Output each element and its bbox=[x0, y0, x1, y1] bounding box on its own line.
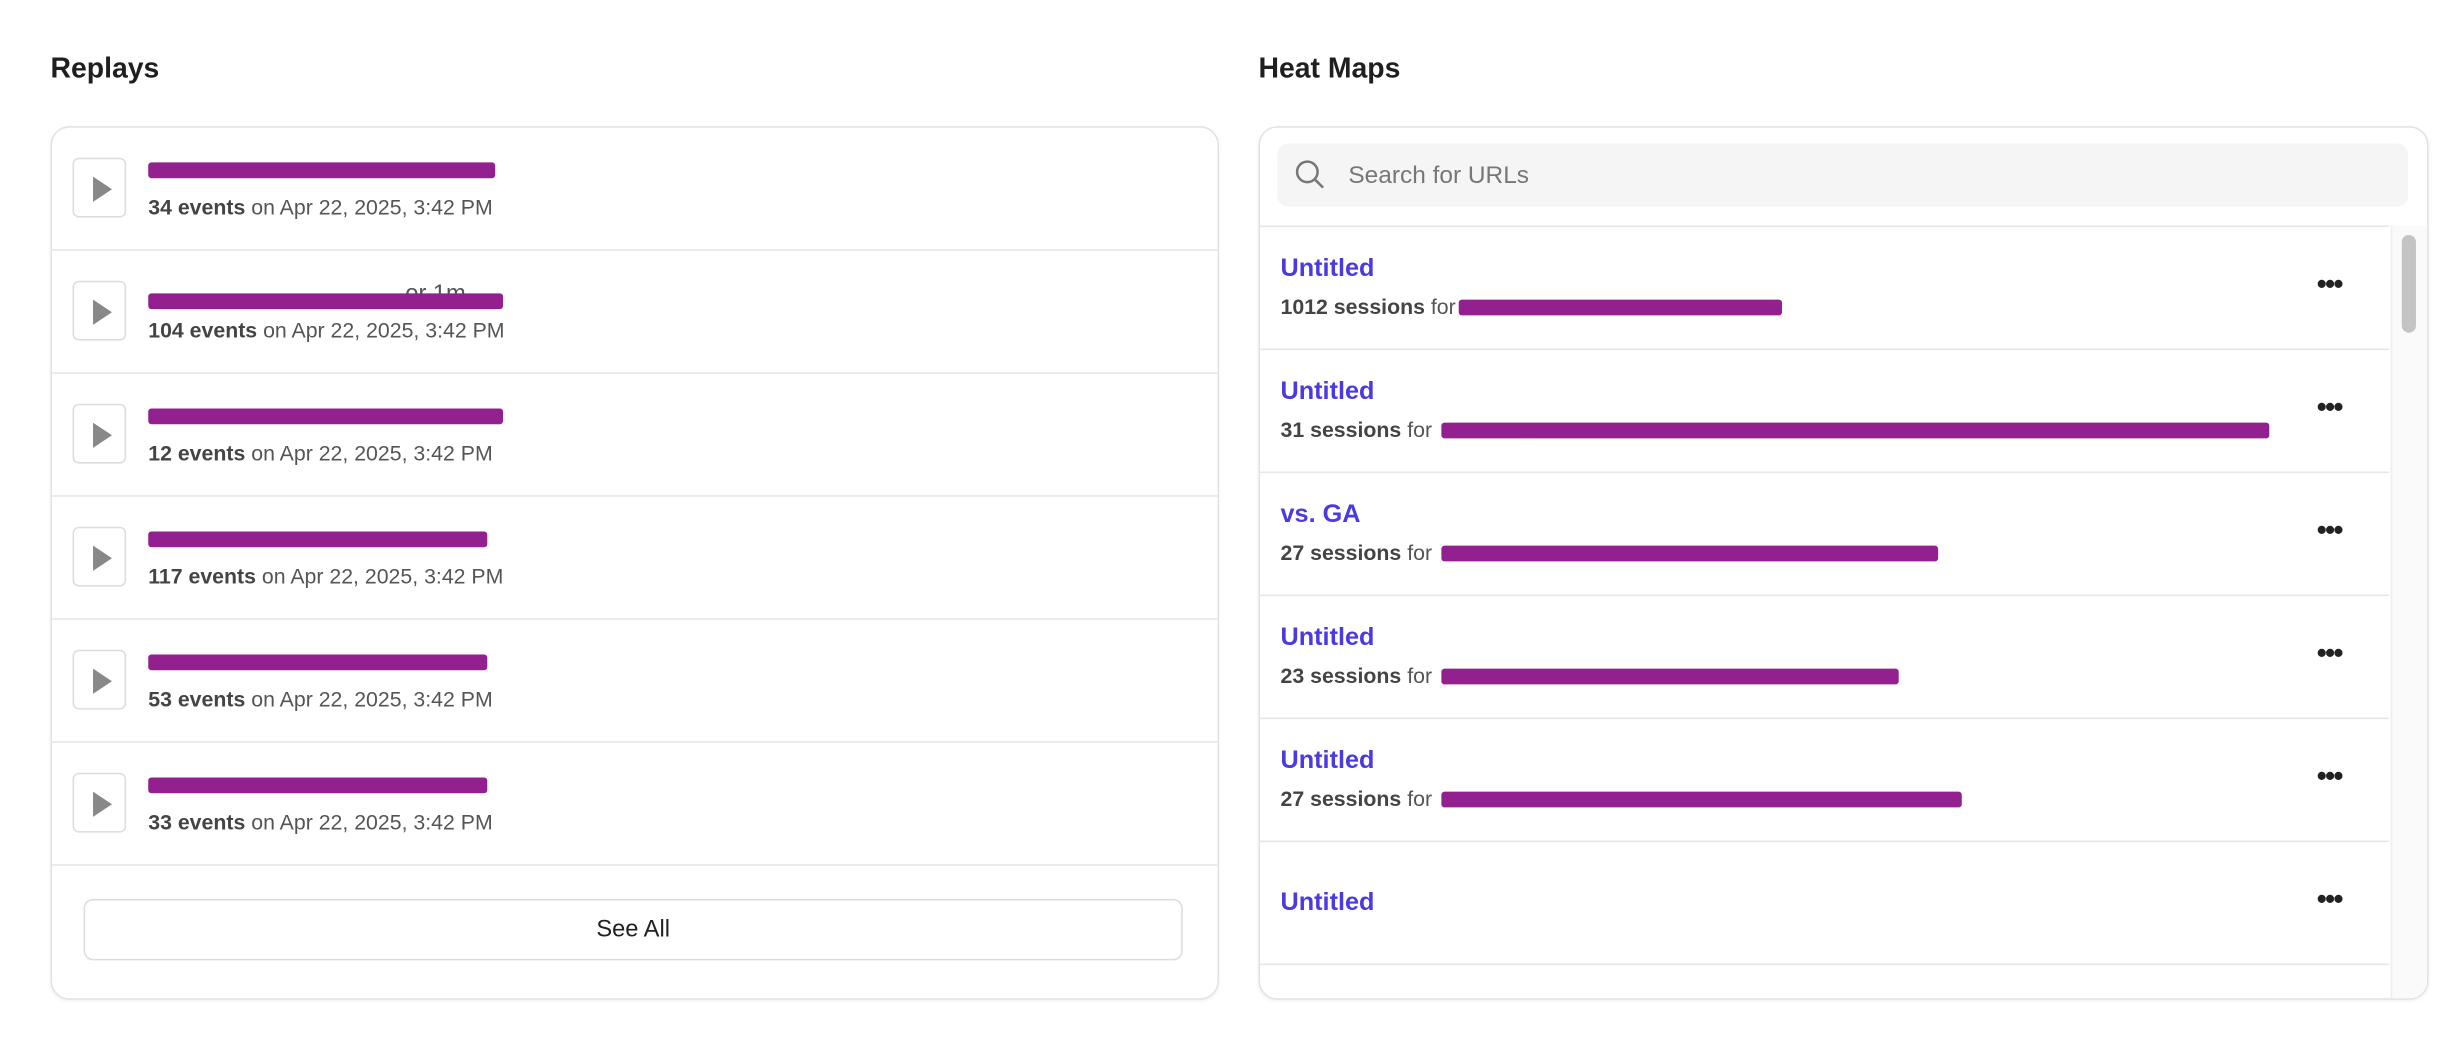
heatmap-title-link[interactable]: Untitled bbox=[1280, 378, 1375, 406]
more-options-icon[interactable]: ••• bbox=[2316, 514, 2344, 546]
heatmap-title-link[interactable]: Untitled bbox=[1280, 624, 1375, 652]
heatmap-row[interactable]: Untitled 27 sessions for ••• bbox=[1260, 719, 2390, 843]
heatmap-row[interactable]: Untitled 1012 sessions for ••• bbox=[1260, 227, 2390, 351]
heatmaps-title: Heat Maps bbox=[1258, 52, 1401, 84]
scrollbar-thumb[interactable] bbox=[2401, 234, 2416, 333]
replay-row[interactable]: or 1m 104 events on Apr 22, 2025, 3:42 P… bbox=[52, 251, 1218, 374]
redaction-mark bbox=[148, 293, 504, 310]
more-options-icon[interactable]: ••• bbox=[2316, 883, 2344, 915]
heatmap-title-link[interactable]: Untitled bbox=[1280, 747, 1375, 775]
session-count: 1012 sessions bbox=[1280, 294, 1425, 319]
heatmap-title-link[interactable]: Untitled bbox=[1280, 889, 1375, 917]
for-label: for bbox=[1407, 540, 1433, 565]
redaction-mark bbox=[1441, 545, 1939, 562]
redaction-mark bbox=[1441, 668, 1899, 685]
session-count: 27 sessions bbox=[1280, 786, 1402, 811]
play-icon[interactable] bbox=[72, 403, 127, 464]
for-label: for bbox=[1407, 663, 1433, 688]
event-count: 117 events bbox=[148, 564, 256, 589]
heatmap-row[interactable]: Untitled 31 sessions for ••• bbox=[1260, 350, 2390, 474]
play-icon[interactable] bbox=[72, 772, 127, 833]
play-icon[interactable] bbox=[72, 526, 127, 587]
play-icon[interactable] bbox=[72, 280, 127, 341]
play-icon[interactable] bbox=[72, 649, 127, 710]
redaction-mark bbox=[1458, 299, 1783, 316]
more-options-icon[interactable]: ••• bbox=[2316, 637, 2344, 669]
redaction-mark bbox=[1441, 791, 1962, 808]
for-label: for bbox=[1407, 786, 1433, 811]
heatmap-row[interactable]: Untitled 23 sessions for ••• bbox=[1260, 596, 2390, 720]
replays-card: 34 events on Apr 22, 2025, 3:42 PM or 1m… bbox=[50, 126, 1220, 1000]
replay-row[interactable]: 12 events on Apr 22, 2025, 3:42 PM bbox=[52, 374, 1218, 497]
replay-date: on Apr 22, 2025, 3:42 PM bbox=[251, 810, 493, 835]
redaction-mark bbox=[148, 162, 496, 179]
replay-row[interactable]: 34 events on Apr 22, 2025, 3:42 PM bbox=[52, 128, 1218, 251]
replay-date: on Apr 22, 2025, 3:42 PM bbox=[251, 195, 493, 220]
scrollbar[interactable] bbox=[2390, 225, 2428, 999]
redaction-mark bbox=[148, 654, 488, 671]
replay-date: on Apr 22, 2025, 3:42 PM bbox=[251, 687, 493, 712]
replay-row[interactable]: 53 events on Apr 22, 2025, 3:42 PM bbox=[52, 620, 1218, 743]
heatmap-list: Untitled 1012 sessions for ••• Untitled 31 … bbox=[1260, 225, 2390, 999]
heatmap-row-partial[interactable] bbox=[1260, 965, 2389, 998]
replays-title: Replays bbox=[50, 52, 160, 84]
session-count: 27 sessions bbox=[1280, 540, 1402, 565]
heatmaps-card: Untitled 1012 sessions for ••• Untitled 31 … bbox=[1258, 126, 2429, 1000]
session-count: 23 sessions bbox=[1280, 663, 1402, 688]
event-count: 12 events bbox=[148, 441, 246, 466]
event-count: 34 events bbox=[148, 195, 246, 220]
heatmap-title-link[interactable]: vs. GA bbox=[1280, 501, 1361, 529]
see-all-button[interactable]: See All bbox=[83, 898, 1183, 961]
heatmap-title-link[interactable]: Untitled bbox=[1280, 255, 1375, 283]
event-count: 33 events bbox=[148, 810, 246, 835]
replay-date: on Apr 22, 2025, 3:42 PM bbox=[261, 564, 504, 589]
search-box[interactable] bbox=[1277, 143, 2409, 210]
redaction-mark bbox=[1441, 422, 2270, 439]
more-options-icon[interactable]: ••• bbox=[2316, 760, 2344, 792]
for-label: for bbox=[1430, 294, 1456, 319]
heatmap-row[interactable]: vs. GA 27 sessions for ••• bbox=[1260, 473, 2390, 597]
search-input[interactable] bbox=[1345, 143, 2361, 210]
redaction-mark bbox=[148, 408, 504, 425]
search-icon bbox=[1295, 160, 1324, 189]
for-label: for bbox=[1407, 417, 1433, 442]
more-options-icon[interactable]: ••• bbox=[2316, 391, 2344, 423]
replay-row[interactable]: 33 events on Apr 22, 2025, 3:42 PM bbox=[52, 743, 1218, 866]
play-icon[interactable] bbox=[72, 157, 127, 218]
event-count: 104 events bbox=[148, 318, 258, 343]
replay-row[interactable]: 117 events on Apr 22, 2025, 3:42 PM bbox=[52, 497, 1218, 620]
heatmap-row[interactable]: Untitled ••• bbox=[1260, 842, 2390, 966]
more-options-icon[interactable]: ••• bbox=[2316, 268, 2344, 300]
session-count: 31 sessions bbox=[1280, 417, 1402, 442]
redaction-mark bbox=[148, 777, 488, 794]
event-count: 53 events bbox=[148, 687, 246, 712]
redaction-mark bbox=[148, 531, 488, 548]
replay-date: on Apr 22, 2025, 3:42 PM bbox=[251, 441, 493, 466]
replay-date: on Apr 22, 2025, 3:42 PM bbox=[263, 318, 505, 343]
